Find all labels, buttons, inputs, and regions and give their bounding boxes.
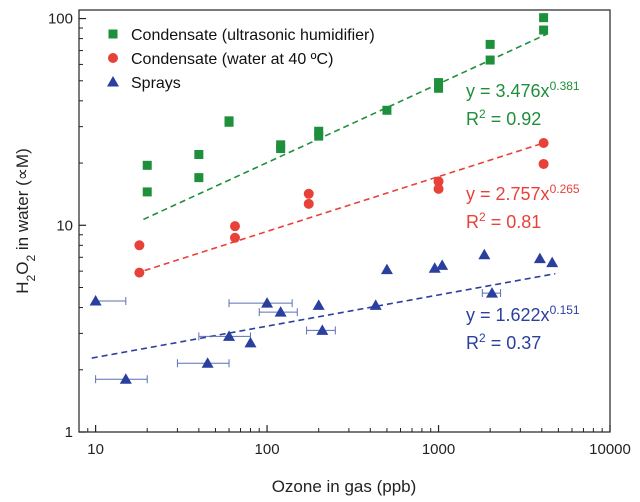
square-marker (485, 39, 495, 49)
square-marker (224, 116, 234, 126)
triangle-marker (533, 252, 546, 264)
circle-marker (134, 267, 145, 278)
triangle-marker (223, 330, 236, 341)
fit-equation-exponent: 0.151 (550, 303, 580, 317)
y-tick-label: 10 (56, 217, 73, 234)
square-marker (382, 105, 392, 115)
x-tick-label: 100 (255, 441, 280, 458)
square-marker (142, 187, 152, 197)
fit-equation-exponent: 0.265 (550, 182, 580, 196)
square-marker (539, 13, 549, 23)
square-marker (142, 160, 152, 170)
triangle-marker (274, 306, 287, 317)
triangle-marker (478, 248, 491, 260)
circle-marker (108, 53, 118, 63)
triangle-marker (436, 259, 449, 270)
fit-r-squared: R2 = 0.37 (466, 331, 541, 353)
circle-marker (303, 188, 314, 199)
triangle-marker (89, 295, 102, 306)
fit-lines (91, 33, 556, 359)
fit-r-squared: R2 = 0.92 (466, 107, 541, 129)
square-marker (434, 83, 444, 93)
y-axis-title-h: H (13, 281, 32, 293)
triangle-marker (369, 299, 382, 310)
fit-r-squared-exponent: 2 (479, 107, 486, 121)
fit-equation-exponent: 0.381 (550, 79, 580, 93)
square-marker (108, 29, 118, 39)
square-marker (276, 144, 286, 154)
square-marker (314, 131, 324, 141)
y-tick-label: 100 (48, 11, 73, 28)
triangle-marker (380, 263, 393, 275)
square-marker (539, 25, 549, 35)
circle-marker (538, 158, 549, 169)
triangle-marker (428, 262, 441, 273)
x-axis-title: Ozone in gas (ppb) (272, 477, 417, 496)
x-tick-label: 1000 (422, 441, 455, 458)
fit-r-squared-value: = 0.81 (486, 212, 542, 232)
triangle-marker (261, 297, 274, 308)
fit-equation-base: y = 3.476x (466, 81, 550, 101)
fit-line (143, 33, 548, 221)
triangle-marker (201, 357, 214, 368)
legend: Condensate (ultrasonic humidifier) Conden… (107, 27, 375, 92)
legend-entry-label: Sprays (131, 75, 181, 92)
circle-marker (229, 232, 240, 243)
y-axis-title-o: O (13, 262, 32, 275)
fit-r-squared-exponent: 2 (479, 210, 486, 224)
fit-r-squared-value: = 0.37 (486, 333, 542, 353)
triangle-marker (546, 256, 559, 268)
fit-equation: y = 3.476x0.381 (466, 79, 580, 101)
fit-r-squared-value: = 0.92 (486, 109, 542, 129)
circle-marker (433, 183, 444, 194)
legend-entry-label: Condensate (water at 40 ºC) (131, 51, 333, 68)
triangle-marker (316, 324, 329, 335)
fit-r-squared-letter: R (466, 212, 479, 232)
square-marker (194, 173, 204, 183)
legend-entry-label: Condensate (ultrasonic humidifier) (131, 27, 375, 44)
square-marker (194, 149, 204, 159)
axis-ticks: 10 100 1000 10000 1 10 100 (48, 11, 631, 458)
circle-marker (433, 176, 444, 187)
fit-r-squared-exponent: 2 (479, 331, 486, 345)
fit-equation-base: y = 2.757x (466, 184, 550, 204)
y-axis-title-rest: in water (∝M) (13, 148, 32, 255)
circle-marker (229, 221, 240, 232)
triangle-marker (244, 336, 257, 348)
x-tick-label: 10000 (589, 441, 631, 458)
fit-equation: y = 1.622x0.151 (466, 303, 580, 325)
circle-marker (538, 138, 549, 149)
fit-r-squared-letter: R (466, 333, 479, 353)
circle-marker (134, 240, 145, 251)
y-axis-title-sub2: 2 (24, 255, 38, 262)
square-marker (485, 55, 495, 65)
triangle-marker (485, 287, 498, 298)
fit-line (134, 141, 548, 275)
triangle-marker (312, 299, 325, 310)
plot-frame (78, 9, 611, 433)
triangle-marker (107, 76, 119, 87)
y-tick-label: 1 (65, 424, 73, 441)
y-axis-title-sub1: 2 (24, 274, 38, 281)
square-marker (314, 126, 324, 136)
data-markers (89, 13, 559, 384)
square-marker (434, 78, 444, 88)
error-bars (95, 289, 502, 384)
fit-equation-base: y = 1.622x (466, 305, 550, 325)
circle-marker (303, 198, 314, 209)
fit-equation: y = 2.757x0.265 (466, 182, 580, 204)
fit-r-squared: R2 = 0.81 (466, 210, 541, 232)
x-tick-label: 10 (87, 441, 104, 458)
fit-r-squared-letter: R (466, 109, 479, 129)
y-axis-title: H2O2 in water (∝M) (13, 148, 38, 294)
triangle-marker (119, 373, 132, 384)
fit-line (91, 272, 556, 359)
